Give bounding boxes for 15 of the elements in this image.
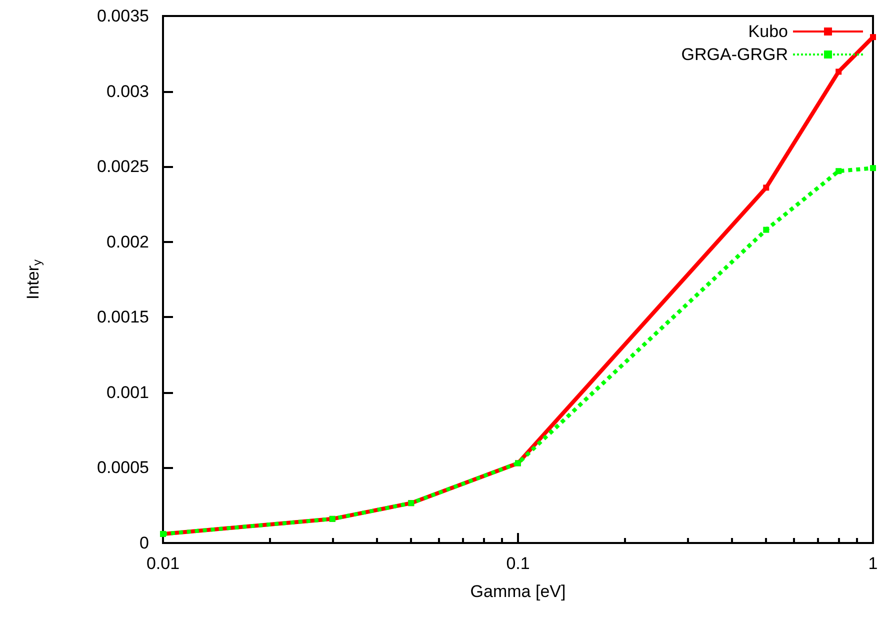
legend-label: Kubo <box>748 22 788 41</box>
y-tick-label: 0.0025 <box>97 157 149 176</box>
y-tick-label: 0.001 <box>106 382 149 402</box>
y-axis-title: Intery <box>24 259 44 300</box>
x-axis-title: Gamma [eV] <box>470 582 566 601</box>
y-tick-label: 0.0005 <box>97 458 149 478</box>
x-tick-label: 1 <box>868 554 878 573</box>
legend-label: GRGA-GRGR <box>681 45 788 64</box>
y-tick-label: 0.0015 <box>97 308 149 327</box>
y-tick-label: 0 <box>140 534 149 552</box>
y-tick-label: 0.003 <box>106 82 149 101</box>
y-tick-label: 0.0035 <box>97 6 149 26</box>
x-tick-label: 0.01 <box>146 554 180 573</box>
x-tick-label: 0.1 <box>506 554 530 573</box>
y-tick-label: 0.002 <box>106 232 149 252</box>
